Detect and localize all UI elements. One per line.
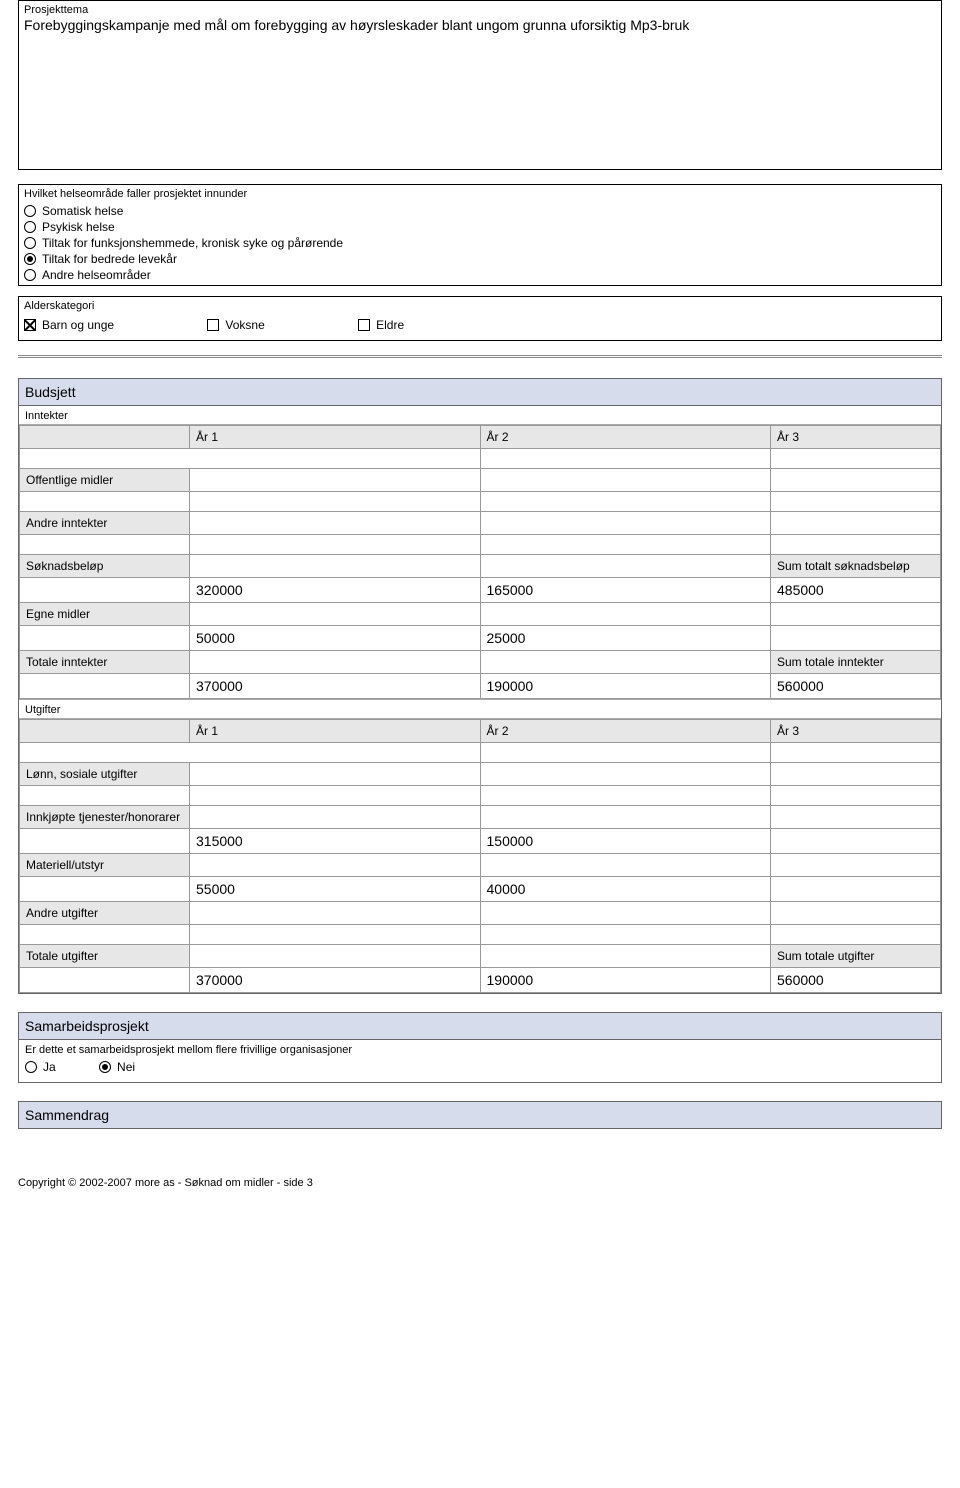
row-other-income: Andre inntekter [20,512,190,535]
health-area-label: Hvilket helseområde faller prosjektet in… [19,185,941,201]
age-option-children[interactable]: Barn og unge [24,317,114,333]
option-label: Tiltak for funksjonshemmede, kronisk syk… [42,236,343,250]
materials-y2: 40000 [480,877,771,902]
row-sum-total-income: Sum totale inntekter [771,651,941,674]
radio-icon [25,1061,37,1073]
radio-icon [24,205,36,217]
year-header-2b: År 2 [480,720,771,743]
age-category-box: Alderskategori Barn og unge Voksne Eldre [18,296,942,341]
summary-section: Sammendrag [18,1101,942,1129]
total-income-y1: 370000 [190,674,481,699]
option-label: Andre helseområder [42,268,151,282]
expense-table: År 1 År 2 År 3 Lønn, sosiale utgifter In… [19,719,941,993]
year-header-1: År 1 [190,426,481,449]
total-expenses-y2: 190000 [480,968,771,993]
purchased-y2: 150000 [480,829,771,854]
radio-icon [24,253,36,265]
health-option-other[interactable]: Andre helseområder [24,267,936,283]
row-materials: Materiell/utstyr [20,854,190,877]
checkbox-icon [24,319,36,331]
radio-icon [24,237,36,249]
age-option-elderly[interactable]: Eldre [358,317,404,333]
income-label: Inntekter [19,406,941,425]
row-application-amount: Søknadsbeløp [20,555,190,578]
year-header-3b: År 3 [771,720,941,743]
collab-option-yes[interactable]: Ja [25,1059,56,1075]
row-other-expenses: Andre utgifter [20,902,190,925]
project-theme-label: Prosjekttema [19,1,941,17]
project-theme-value: Forebyggingskampanje med mål om forebygg… [19,17,941,38]
row-salary: Lønn, sosiale utgifter [20,763,190,786]
budget-title: Budsjett [19,379,941,406]
checkbox-icon [207,319,219,331]
collaboration-title: Samarbeidsprosjekt [19,1013,941,1040]
collab-option-no[interactable]: Nei [99,1059,135,1075]
option-label: Psykisk helse [42,220,115,234]
row-own-funds: Egne midler [20,603,190,626]
own-y1: 50000 [190,626,481,651]
expense-label: Utgifter [19,699,941,719]
year-header-2: År 2 [480,426,771,449]
purchased-y1: 315000 [190,829,481,854]
health-area-box: Hvilket helseområde faller prosjektet in… [18,184,942,286]
own-y2: 25000 [480,626,771,651]
radio-icon [99,1061,111,1073]
materials-y1: 55000 [190,877,481,902]
page-footer: Copyright © 2002-2007 more as - Søknad o… [18,1147,942,1199]
budget-section: Budsjett Inntekter År 1 År 2 År 3 Offent… [18,378,942,994]
total-expenses-sum: 560000 [771,968,941,993]
income-table: År 1 År 2 År 3 Offentlige midler Andre i… [19,425,941,699]
row-sum-application: Sum totalt søknadsbeløp [771,555,941,578]
row-total-expenses: Totale utgifter [20,945,190,968]
year-header-1b: År 1 [190,720,481,743]
application-sum: 485000 [771,578,941,603]
row-public-funds: Offentlige midler [20,469,190,492]
option-label: Barn og unge [42,318,114,332]
row-purchased: Innkjøpte tjenester/honorarer [20,806,190,829]
year-header-3: År 3 [771,426,941,449]
checkbox-icon [358,319,370,331]
collaboration-section: Samarbeidsprosjekt Er dette et samarbeid… [18,1012,942,1083]
row-total-income: Totale inntekter [20,651,190,674]
option-label: Eldre [376,318,404,332]
total-expenses-y1: 370000 [190,968,481,993]
health-option-somatic[interactable]: Somatisk helse [24,203,936,219]
health-option-psychic[interactable]: Psykisk helse [24,219,936,235]
option-label: Ja [43,1060,56,1074]
option-label: Tiltak for bedrede levekår [42,252,177,266]
total-income-y2: 190000 [480,674,771,699]
health-option-disability[interactable]: Tiltak for funksjonshemmede, kronisk syk… [24,235,936,251]
option-label: Voksne [225,318,264,332]
health-option-living[interactable]: Tiltak for bedrede levekår [24,251,936,267]
radio-icon [24,221,36,233]
total-income-sum: 560000 [771,674,941,699]
option-label: Nei [117,1060,135,1074]
collaboration-question: Er dette et samarbeidsprosjekt mellom fl… [25,1044,935,1059]
divider [18,355,942,358]
summary-title: Sammendrag [19,1102,941,1128]
row-sum-total-expenses: Sum totale utgifter [771,945,941,968]
age-category-label: Alderskategori [19,297,941,313]
radio-icon [24,269,36,281]
option-label: Somatisk helse [42,204,123,218]
project-theme-box: Prosjekttema Forebyggingskampanje med må… [18,0,942,170]
application-y2: 165000 [480,578,771,603]
application-y1: 320000 [190,578,481,603]
age-option-adults[interactable]: Voksne [207,317,264,333]
